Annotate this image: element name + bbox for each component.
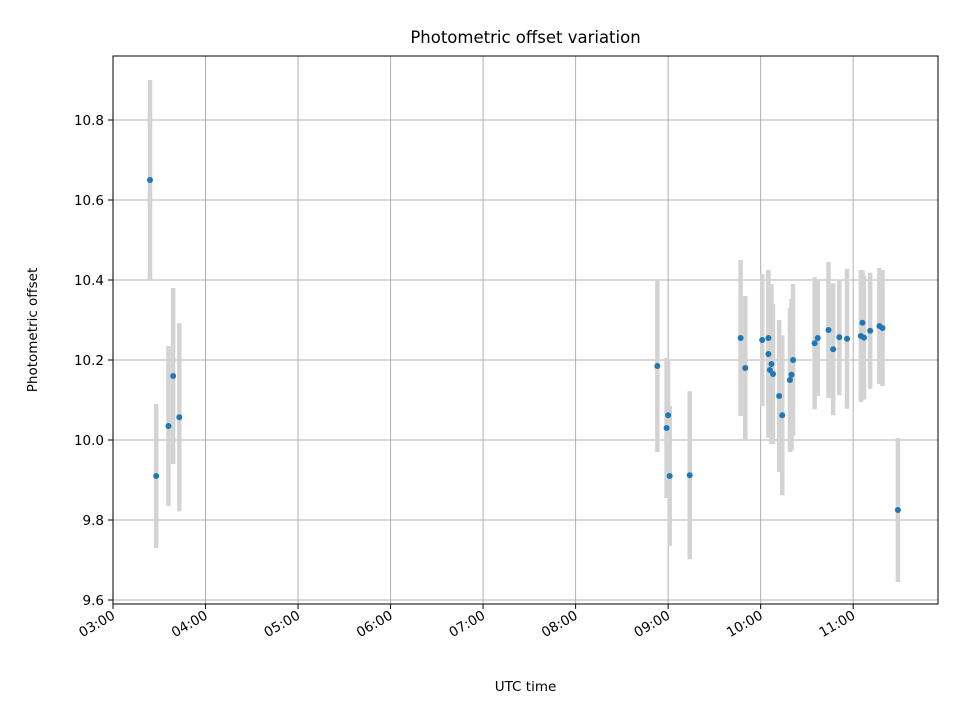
data-point bbox=[765, 351, 772, 357]
y-tick-label: 10.6 bbox=[74, 193, 104, 209]
data-point bbox=[759, 337, 766, 343]
data-point bbox=[860, 334, 867, 341]
data-point bbox=[176, 414, 183, 421]
data-point bbox=[830, 346, 837, 353]
data-point bbox=[665, 412, 672, 419]
y-tick-label: 10.0 bbox=[74, 433, 104, 449]
data-point bbox=[811, 340, 818, 347]
chart-title: Photometric offset variation bbox=[410, 28, 640, 47]
y-tick-label: 10.8 bbox=[74, 113, 104, 129]
data-point bbox=[165, 423, 172, 429]
data-point bbox=[765, 335, 772, 341]
y-axis-label: Photometric offset bbox=[25, 268, 41, 392]
y-tick-label: 10.2 bbox=[74, 353, 104, 369]
data-point bbox=[776, 393, 783, 399]
data-point bbox=[770, 371, 776, 377]
x-axis-label: UTC time bbox=[495, 679, 557, 695]
data-point bbox=[686, 472, 693, 479]
data-point bbox=[779, 412, 786, 419]
data-point bbox=[790, 357, 797, 363]
data-point bbox=[786, 377, 793, 383]
data-point bbox=[666, 473, 673, 479]
data-point bbox=[663, 425, 670, 431]
data-point bbox=[742, 365, 749, 371]
data-point bbox=[737, 335, 744, 341]
data-point bbox=[170, 373, 177, 379]
grid-layer bbox=[112, 56, 938, 604]
y-tick-label: 9.8 bbox=[83, 513, 104, 529]
data-point bbox=[147, 177, 154, 183]
point-layer bbox=[147, 177, 901, 513]
data-point bbox=[867, 327, 874, 334]
data-point bbox=[844, 335, 851, 342]
data-point bbox=[768, 361, 775, 367]
y-tick-label: 10.4 bbox=[74, 273, 104, 289]
data-point bbox=[879, 325, 886, 331]
data-point bbox=[654, 363, 661, 369]
data-point bbox=[836, 334, 843, 341]
data-point bbox=[825, 327, 832, 333]
plot-frame bbox=[112, 55, 939, 605]
data-point bbox=[814, 335, 821, 341]
data-point bbox=[153, 473, 160, 479]
data-point bbox=[788, 371, 795, 378]
y-tick-label: 9.6 bbox=[83, 593, 104, 609]
data-point bbox=[859, 319, 866, 326]
data-point bbox=[894, 507, 901, 513]
